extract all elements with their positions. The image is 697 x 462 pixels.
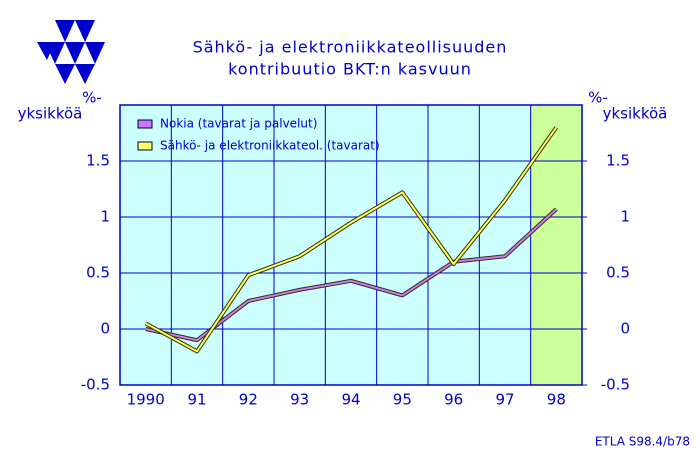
legend-label: Nokia (tavarat ja palvelut) bbox=[160, 117, 317, 131]
y-axis-label: yksikköä bbox=[18, 105, 83, 123]
source-note: ETLA S98.4/b78 bbox=[595, 435, 690, 449]
y2-tick-label: 0 bbox=[620, 320, 630, 338]
series-line bbox=[145, 126, 558, 353]
legend-swatch bbox=[137, 141, 153, 151]
x-tick-label: 94 bbox=[341, 391, 360, 409]
shaded-band bbox=[530, 105, 582, 385]
y2-axis-label: %- bbox=[588, 89, 608, 107]
y-tick-label: 0 bbox=[100, 320, 110, 338]
legend-label: Sähkö- ja elektroniikkateol. (tavarat) bbox=[160, 139, 380, 153]
chart-title: kontribuutio BKT:n kasvuun bbox=[228, 60, 472, 79]
x-tick-label: 93 bbox=[290, 391, 309, 409]
x-tick-label: 95 bbox=[393, 391, 412, 409]
y2-axis-label: yksikköä bbox=[603, 105, 668, 123]
chart-title: Sähkö- ja elektroniikkateollisuuden bbox=[193, 38, 508, 57]
legend-swatch bbox=[137, 119, 153, 129]
y2-tick-label: 1.5 bbox=[606, 152, 630, 170]
x-tick-label: 92 bbox=[239, 391, 258, 409]
x-tick-label: 96 bbox=[444, 391, 463, 409]
y2-tick-label: -0.5 bbox=[601, 376, 630, 394]
y-tick-label: 0.5 bbox=[86, 264, 110, 282]
plot-border bbox=[119, 104, 583, 386]
x-tick-label: 91 bbox=[187, 391, 206, 409]
x-tick-label: 1990 bbox=[127, 391, 165, 409]
logo bbox=[37, 20, 105, 84]
y-axis-label: %- bbox=[82, 89, 102, 107]
y2-tick-label: 0.5 bbox=[606, 264, 630, 282]
y2-tick-label: 1 bbox=[620, 208, 630, 226]
y-tick-label: 1 bbox=[100, 208, 110, 226]
y-tick-label: -0.5 bbox=[81, 376, 110, 394]
y-tick-label: 1.5 bbox=[86, 152, 110, 170]
x-tick-label: 98 bbox=[547, 391, 566, 409]
x-tick-label: 97 bbox=[495, 391, 514, 409]
